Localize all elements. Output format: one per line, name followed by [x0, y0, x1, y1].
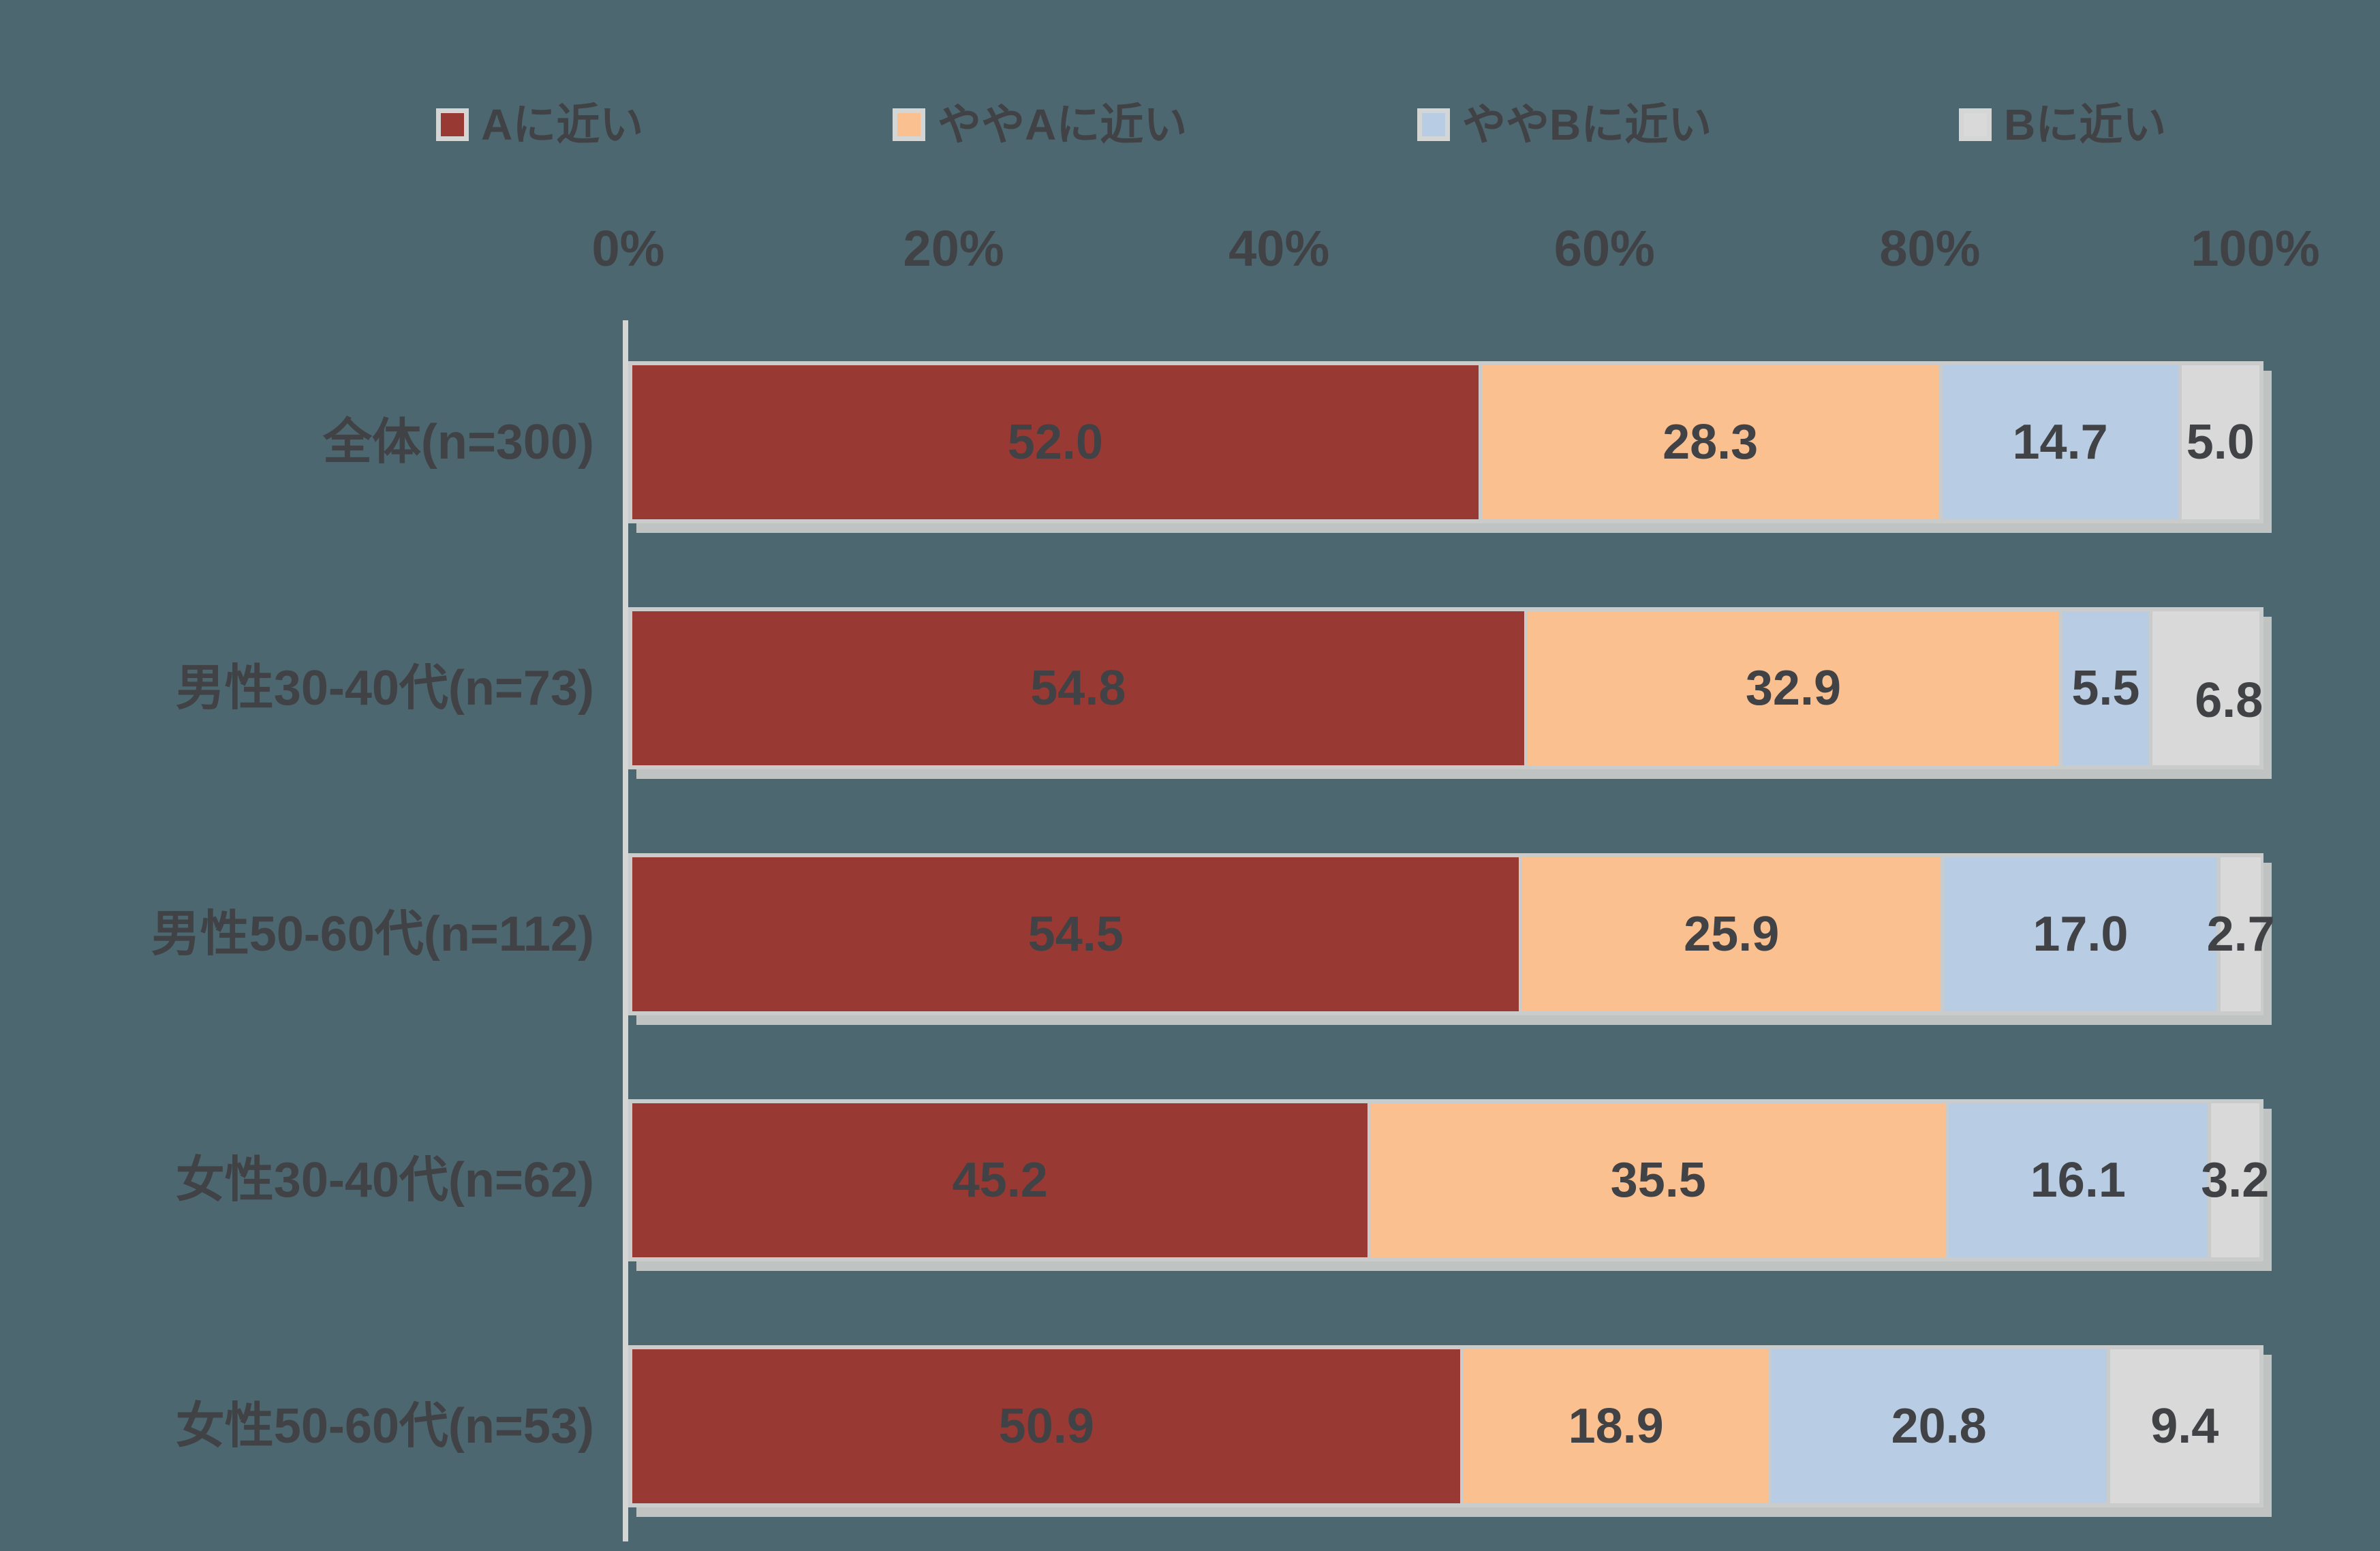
stacked-bar: 54.5 25.9 17.0 2.7: [628, 853, 2275, 1015]
bar-segment: 5.5: [2059, 611, 2149, 765]
legend-item: ややAに近い: [893, 87, 1187, 162]
bar-segment: 2.7: [2207, 857, 2275, 1011]
bar-segment: 3.2: [2201, 1103, 2269, 1257]
stacked-bar: 54.8 32.9 5.5 6.8: [628, 607, 2263, 769]
category-label: 女性50-60代(n=53): [175, 1399, 594, 1454]
x-axis-tick-label: 40%: [1228, 220, 1330, 277]
legend-swatch-icon: [436, 108, 469, 141]
legend-swatch-icon: [1417, 108, 1450, 141]
bar-segment: 28.3: [1478, 365, 1939, 519]
legend-swatch-icon: [1959, 108, 1992, 141]
bar-segment: 52.0: [632, 365, 1479, 519]
legend-item: Bに近い: [1959, 87, 2166, 162]
category-label: 全体(n=300): [322, 415, 594, 470]
bar-value-label: 3.2: [2201, 1153, 2270, 1208]
bar-segment: 50.9: [632, 1349, 1461, 1503]
bar-segment: 18.9: [1460, 1349, 1768, 1503]
bar-value-label: 9.4: [2150, 1399, 2219, 1454]
bar-value-label: 5.5: [2071, 661, 2140, 716]
bar-value-label: 45.2: [952, 1153, 1048, 1208]
bar-value-label: 32.9: [1745, 661, 1841, 716]
bar-value-label: 18.9: [1568, 1399, 1664, 1454]
legend-swatch-icon: [893, 108, 925, 141]
stacked-bar: 52.0 28.3 14.7 5.0: [628, 361, 2263, 523]
bar-segment: 54.8: [632, 611, 1524, 765]
y-axis-line: [623, 320, 628, 1541]
x-axis-tick-label: 60%: [1554, 220, 1655, 277]
bar-segment: 25.9: [1519, 857, 1941, 1011]
bar-value-label: 16.1: [2030, 1153, 2126, 1208]
bar-segment: 14.7: [1938, 365, 2178, 519]
x-axis-tick-label: 100%: [2191, 220, 2320, 277]
bar-segment: 45.2: [632, 1103, 1368, 1257]
bar-value-label: 20.8: [1891, 1399, 1987, 1454]
bar-value-label: 35.5: [1610, 1153, 1706, 1208]
x-axis-tick-label: 80%: [1879, 220, 1981, 277]
legend-label: Aに近い: [481, 100, 644, 149]
bar-value-label: 28.3: [1663, 415, 1759, 470]
legend: Aに近い ややAに近い ややBに近い Bに近い: [0, 87, 2380, 162]
bar-segment: 6.8: [2148, 611, 2263, 765]
bar-value-label: 25.9: [1684, 907, 1780, 962]
stacked-bar: 50.9 18.9 20.8 9.4: [628, 1345, 2263, 1507]
bar-value-label: 14.7: [2012, 415, 2108, 470]
bar-segment: 5.0: [2178, 365, 2259, 519]
bar-value-label: 5.0: [2186, 415, 2255, 470]
bar-value-label: 54.8: [1030, 661, 1126, 716]
x-axis-tick-label: 0%: [591, 220, 665, 277]
legend-label: ややBに近い: [1462, 100, 1712, 149]
bar-value-label: 6.8: [2195, 673, 2263, 728]
legend-item: ややBに近い: [1417, 87, 1712, 162]
bar-segment: 54.5: [632, 857, 1519, 1011]
legend-label: ややAに近い: [938, 100, 1188, 149]
bar-segment: 35.5: [1367, 1103, 1946, 1257]
x-axis: 0% 20% 40% 60% 80% 100%: [0, 204, 2380, 293]
category-label: 男性30-40代(n=73): [175, 661, 594, 716]
bar-value-label: 17.0: [2033, 907, 2129, 962]
x-axis-tick-label: 20%: [903, 220, 1004, 277]
category-label: 男性50-60代(n=112): [151, 907, 594, 962]
bar-value-label: 52.0: [1007, 415, 1103, 470]
legend-item: Aに近い: [436, 87, 643, 162]
bar-segment: 9.4: [2106, 1349, 2259, 1503]
bar-segment: 32.9: [1524, 611, 2060, 765]
category-label: 女性30-40代(n=62): [175, 1153, 594, 1208]
bar-segment: 20.8: [1767, 1349, 2107, 1503]
bar-segment: 17.0: [1940, 857, 2217, 1011]
bar-value-label: 54.5: [1027, 907, 1124, 962]
bar-segment: 16.1: [1945, 1103, 2208, 1257]
bar-value-label: 2.7: [2206, 907, 2275, 962]
legend-label: Bに近い: [2004, 100, 2167, 149]
bar-value-label: 50.9: [998, 1399, 1094, 1454]
stacked-bar: 45.2 35.5 16.1 3.2: [628, 1099, 2269, 1261]
